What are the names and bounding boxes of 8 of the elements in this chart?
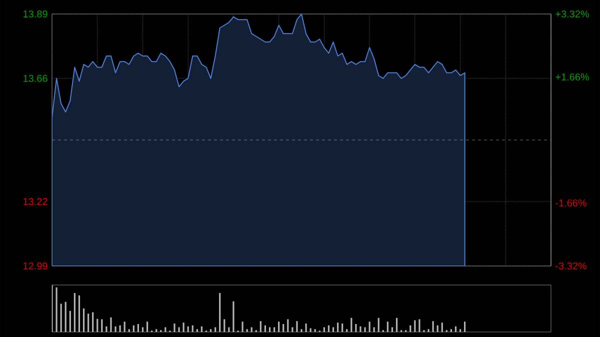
- y2-tick-label: -3.32%: [556, 262, 587, 270]
- y2-tick-label: +1.66%: [556, 73, 590, 81]
- y2-tick-label: +3.32%: [556, 10, 590, 18]
- y-tick-label: 13.66: [24, 74, 48, 82]
- y-tick-label: 13.22: [24, 198, 48, 206]
- y-tick-label: 12.99: [24, 262, 48, 270]
- y2-tick-label: -1.66%: [556, 199, 587, 207]
- y-tick-label: 13.89: [24, 10, 48, 18]
